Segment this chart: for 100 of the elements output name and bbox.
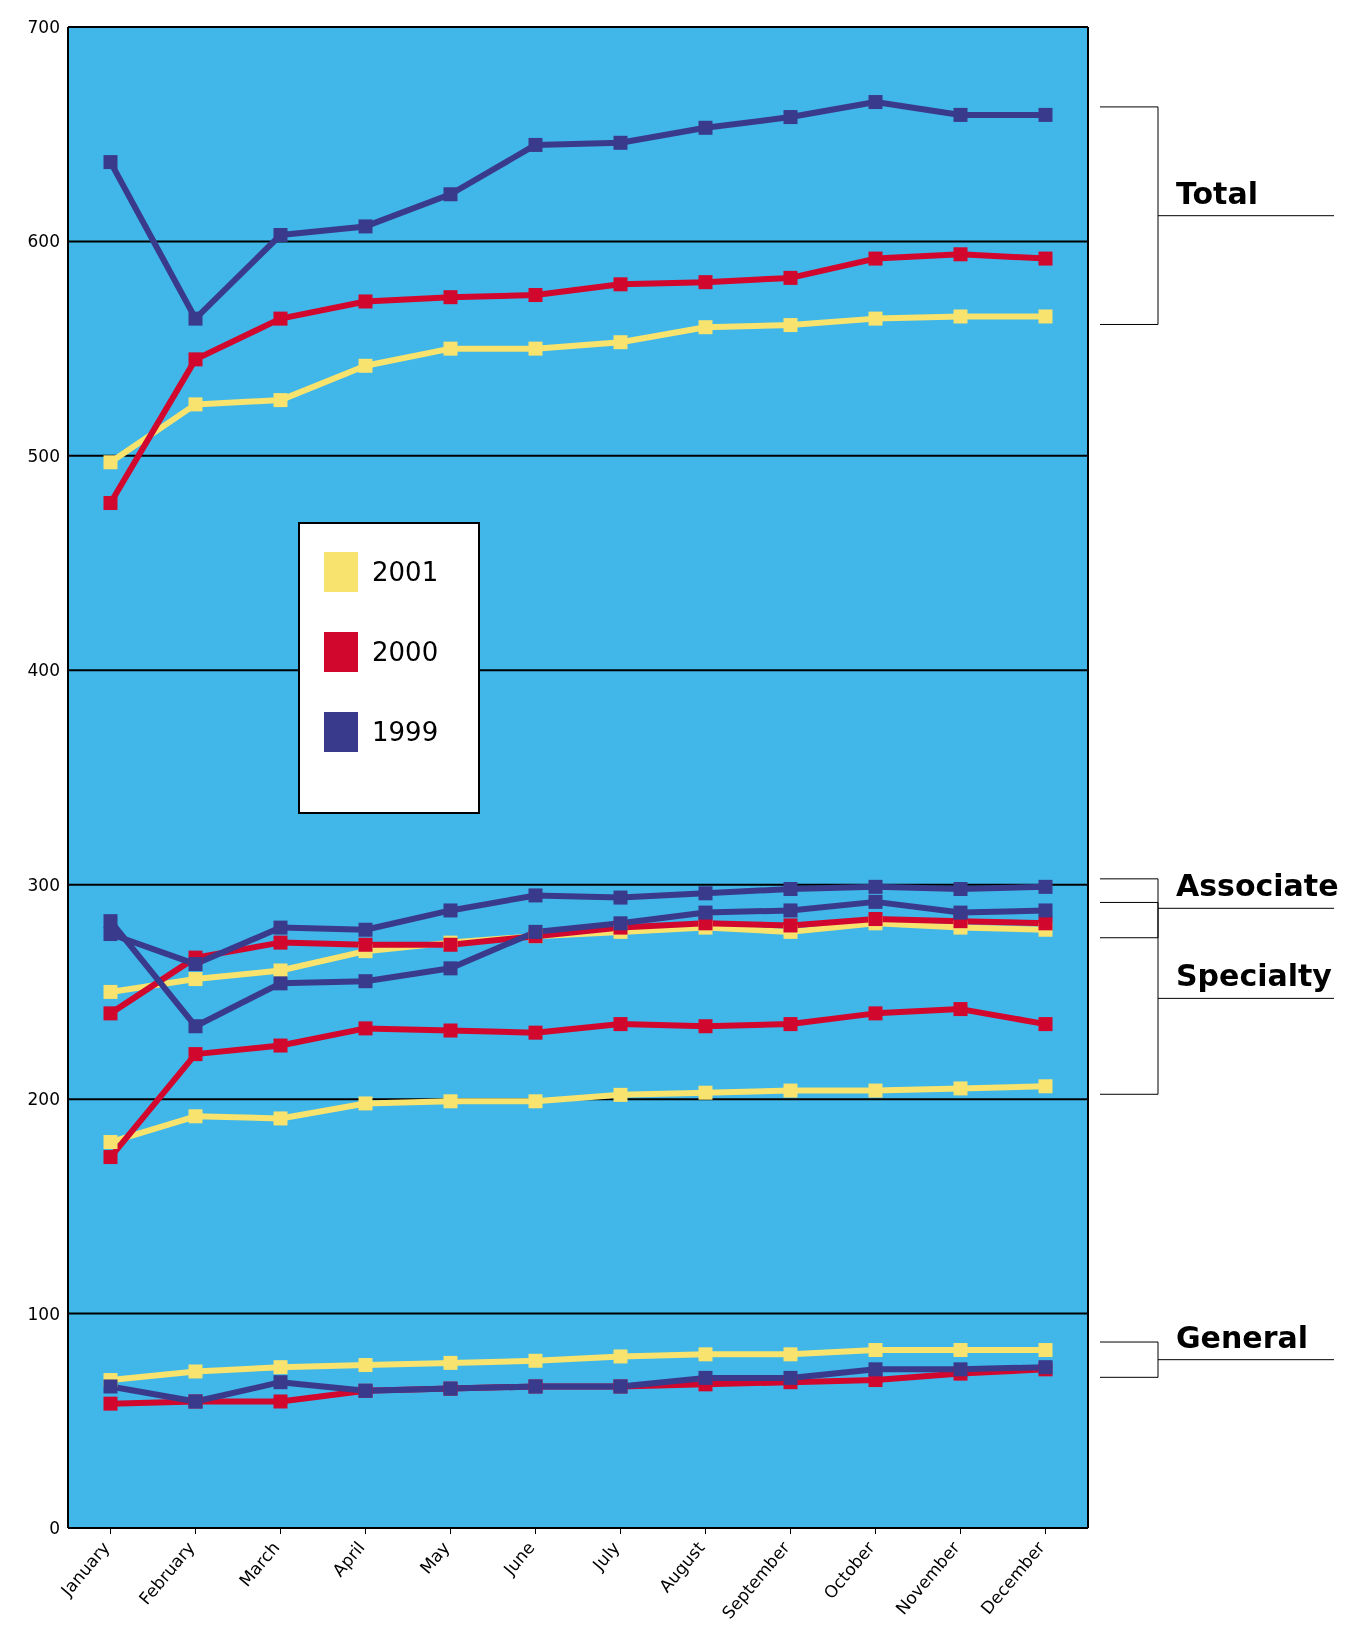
point <box>103 1379 118 1394</box>
point <box>783 882 798 896</box>
point <box>1038 107 1053 122</box>
legend-label: 1999 <box>372 717 439 748</box>
point <box>443 341 458 356</box>
point <box>358 1021 373 1036</box>
point <box>358 1096 373 1111</box>
point <box>273 228 288 242</box>
point <box>103 1150 118 1165</box>
point <box>1038 1343 1053 1358</box>
point <box>528 1094 543 1109</box>
point <box>953 107 968 122</box>
point <box>698 1347 713 1362</box>
point <box>103 914 118 929</box>
point <box>953 1081 968 1096</box>
point <box>868 912 883 927</box>
point <box>103 496 118 511</box>
point <box>1038 903 1053 918</box>
point <box>698 1019 713 1034</box>
text: Specialty <box>1176 958 1333 994</box>
point <box>1038 1079 1053 1094</box>
point <box>613 335 628 350</box>
point <box>443 1355 458 1370</box>
point <box>443 903 458 918</box>
point <box>443 1094 458 1109</box>
point <box>528 888 543 903</box>
point <box>273 920 288 935</box>
point <box>783 1347 798 1362</box>
point <box>1038 309 1053 324</box>
y-tick-label: 200 <box>27 1089 60 1110</box>
point <box>188 1019 203 1034</box>
point <box>698 886 713 901</box>
point <box>868 1343 883 1358</box>
point <box>613 916 628 931</box>
point <box>613 277 628 292</box>
point <box>613 1017 628 1032</box>
point <box>953 1343 968 1358</box>
point <box>528 288 543 303</box>
point <box>868 879 883 894</box>
point <box>783 903 798 918</box>
y-tick-label: 700 <box>27 17 60 38</box>
point <box>953 1002 968 1017</box>
point <box>783 110 798 125</box>
point <box>783 1083 798 1098</box>
point <box>273 963 288 978</box>
point <box>698 1085 713 1100</box>
point <box>528 1353 543 1368</box>
point <box>528 341 543 356</box>
point <box>358 219 373 234</box>
point <box>103 984 118 999</box>
point <box>783 318 798 333</box>
point <box>358 358 373 373</box>
point <box>103 155 118 170</box>
y-tick-label: 500 <box>27 445 60 466</box>
y-tick-label: 300 <box>27 874 60 895</box>
point <box>528 137 543 152</box>
point <box>698 275 713 290</box>
point <box>188 311 203 326</box>
point <box>188 1109 203 1124</box>
point <box>1038 251 1053 266</box>
point <box>188 352 203 367</box>
point <box>953 309 968 324</box>
point <box>868 251 883 266</box>
point <box>188 972 203 987</box>
point <box>613 1087 628 1102</box>
point <box>188 957 203 972</box>
point <box>103 1006 118 1021</box>
point <box>783 918 798 933</box>
point <box>188 1364 203 1379</box>
point <box>698 1370 713 1385</box>
point <box>613 135 628 150</box>
point <box>443 187 458 202</box>
legend-label: 2001 <box>372 557 439 588</box>
point <box>188 397 203 412</box>
text: Associate <box>1176 868 1339 904</box>
point <box>868 1083 883 1098</box>
point <box>443 290 458 305</box>
point <box>273 1360 288 1375</box>
point <box>188 1047 203 1062</box>
point <box>1038 1017 1053 1032</box>
point <box>273 1375 288 1390</box>
point <box>868 95 883 110</box>
point <box>868 894 883 909</box>
point <box>868 1006 883 1021</box>
point <box>358 937 373 952</box>
point <box>868 311 883 326</box>
point <box>273 1111 288 1126</box>
point <box>953 905 968 920</box>
point <box>953 882 968 896</box>
point <box>358 922 373 937</box>
point <box>358 974 373 989</box>
point <box>103 1135 118 1150</box>
point <box>1038 879 1053 894</box>
point <box>613 1349 628 1364</box>
point <box>273 976 288 991</box>
point <box>698 120 713 135</box>
point <box>273 1038 288 1053</box>
point <box>783 270 798 285</box>
point <box>953 247 968 262</box>
point <box>1038 916 1053 931</box>
